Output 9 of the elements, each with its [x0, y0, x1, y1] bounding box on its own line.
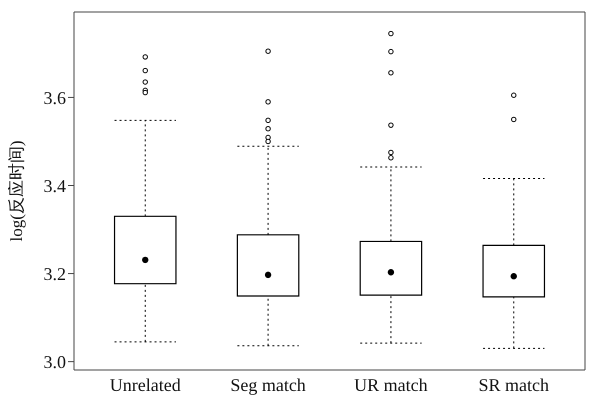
y-tick-label: 3.0 [44, 352, 66, 372]
y-axis-title: log(反应时间) [7, 140, 26, 242]
y-tick-label: 3.4 [44, 176, 66, 196]
x-tick-label: SR match [478, 374, 550, 395]
y-tick-label: 3.2 [44, 264, 66, 284]
x-tick-label: Unrelated [110, 374, 181, 395]
x-tick-label: Seg match [230, 374, 306, 395]
x-tick-label: UR match [354, 374, 428, 395]
y-tick-label: 3.6 [44, 88, 66, 108]
